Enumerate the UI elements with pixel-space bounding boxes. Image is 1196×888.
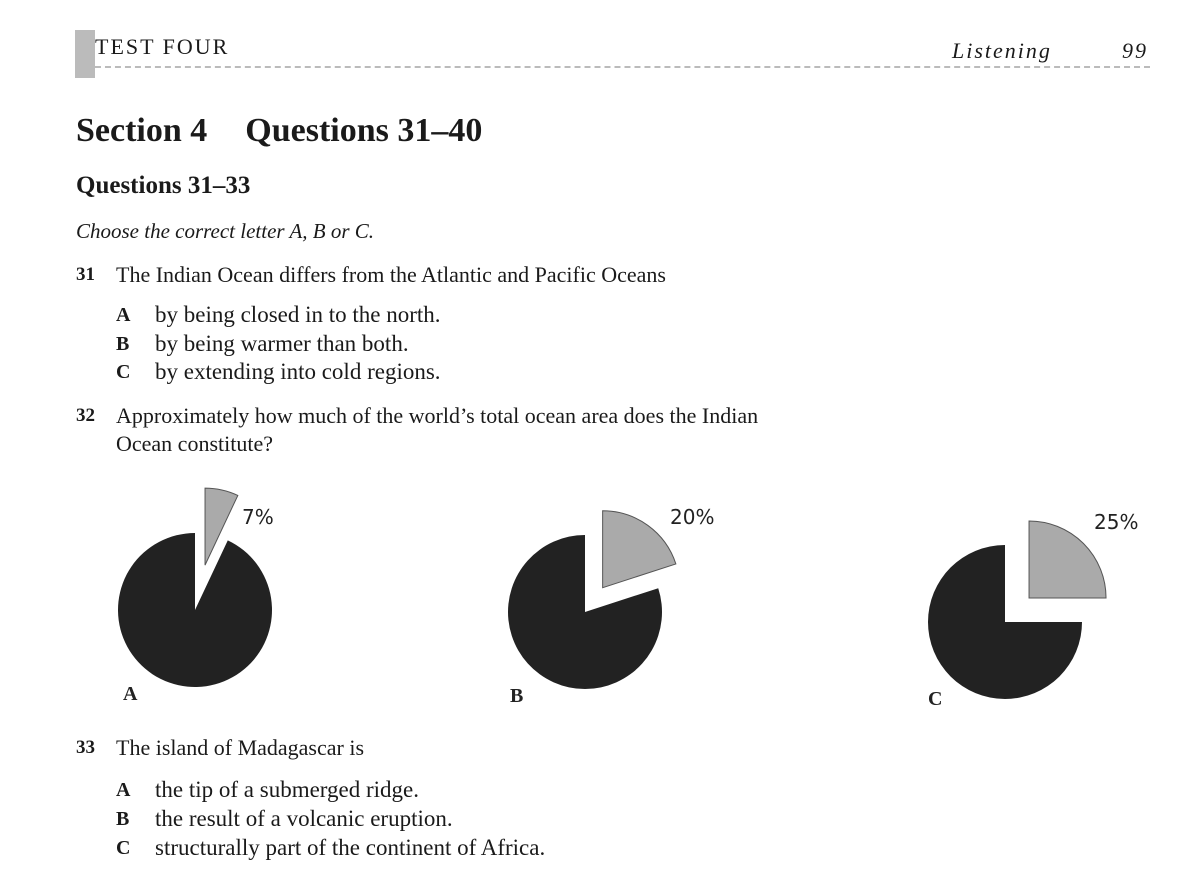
question-number: 31 xyxy=(76,264,95,285)
slice-label: 25% xyxy=(1094,510,1138,534)
option-text: the tip of a submerged ridge. xyxy=(155,777,420,802)
option-letter: B xyxy=(116,808,130,830)
pie-slice xyxy=(1028,520,1107,599)
header-section: Listening xyxy=(952,38,1052,63)
question-number: 33 xyxy=(76,737,95,758)
pie-body xyxy=(118,533,273,688)
question-text: Approximately how much of the world’s to… xyxy=(116,403,759,456)
pie-slice xyxy=(602,510,677,589)
option-letter: A xyxy=(116,779,131,801)
instruction: Choose the correct letter A, B or C. xyxy=(76,219,375,243)
option-text: by being warmer than both. xyxy=(155,331,409,356)
option-text: by extending into cold regions. xyxy=(155,359,441,384)
group-title: Questions 31–33 xyxy=(76,172,251,199)
page-number: 99 xyxy=(1122,38,1148,63)
header-rule xyxy=(75,66,1150,68)
pie-slice xyxy=(204,487,239,566)
slice-label: 7% xyxy=(242,505,274,529)
option-letter: B xyxy=(510,685,523,707)
pie-body xyxy=(508,535,662,689)
option-letter: B xyxy=(116,333,130,355)
question-text: The Indian Ocean differs from the Atlant… xyxy=(116,262,666,287)
option-letter: C xyxy=(116,361,131,383)
option-letter: C xyxy=(116,837,131,859)
question-number: 32 xyxy=(76,405,95,426)
option-letter: C xyxy=(928,688,942,710)
question-text: The island of Madagascar is xyxy=(116,735,365,760)
header-title: TEST FOUR xyxy=(95,34,230,59)
option-letter: A xyxy=(123,683,138,705)
option-text: by being closed in to the north. xyxy=(155,302,441,327)
slice-label: 20% xyxy=(670,505,714,529)
option-text: structurally part of the continent of Af… xyxy=(155,835,546,860)
heading: Section 4 Questions 31–40 xyxy=(76,112,483,149)
option-text: the result of a volcanic eruption. xyxy=(155,806,453,831)
pie-body xyxy=(928,545,1082,699)
option-letter: A xyxy=(116,304,131,326)
